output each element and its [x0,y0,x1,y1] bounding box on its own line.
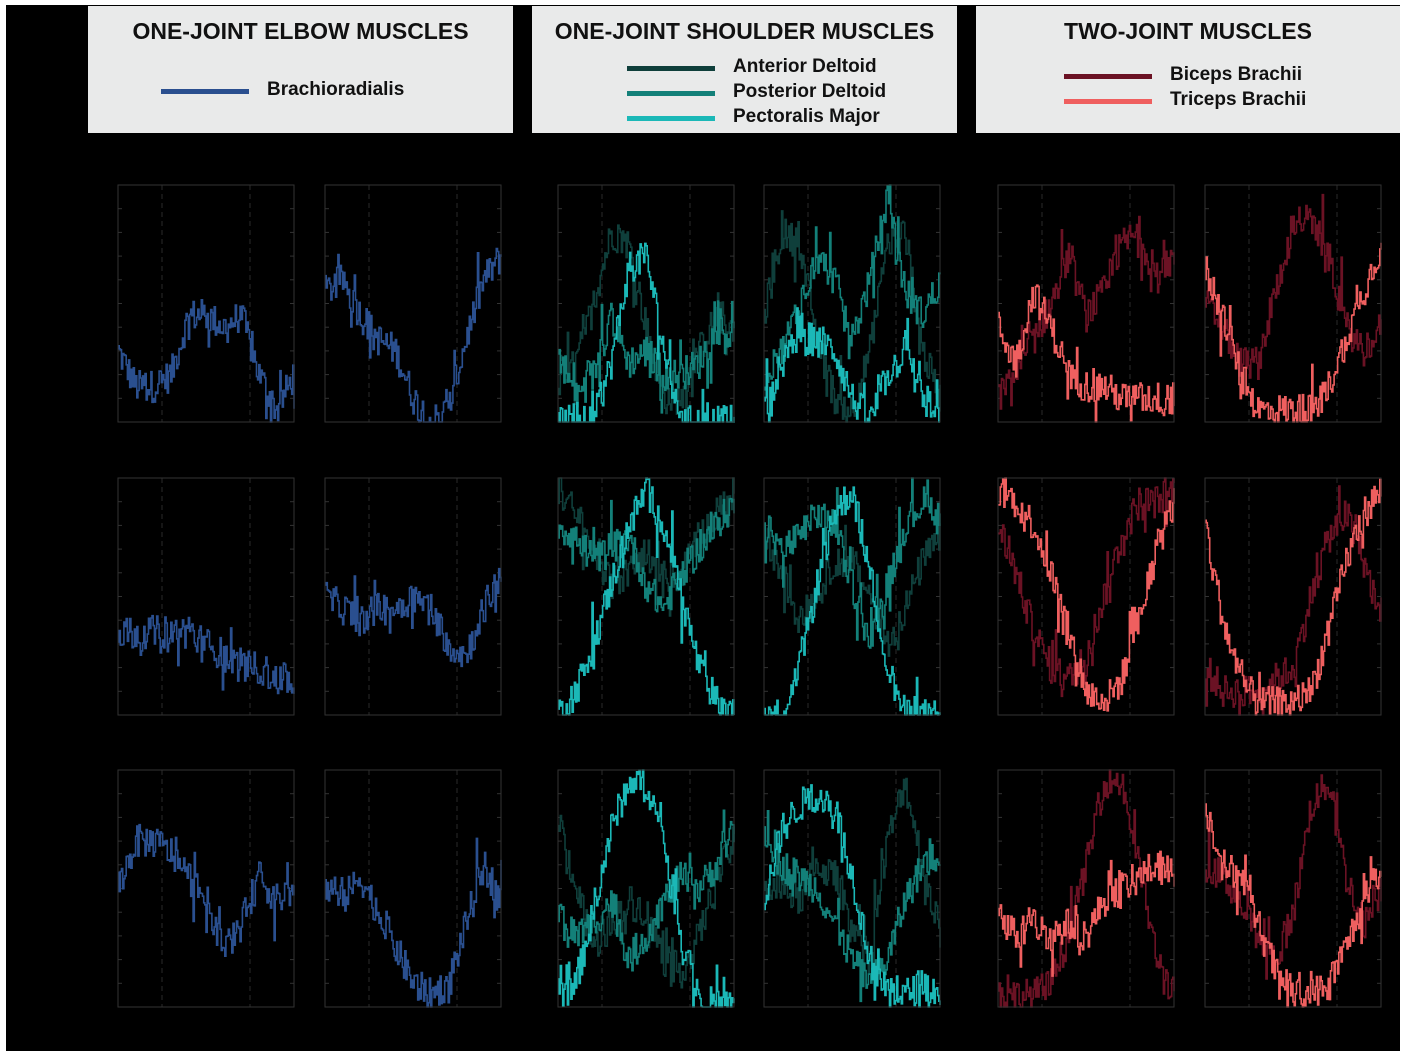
trace-brachioradialis [118,614,295,695]
axes-frame [324,769,502,1008]
trace-pectoralis-major [558,242,735,423]
panel-r1-c3 [557,184,735,423]
legend-title-elbow: ONE-JOINT ELBOW MUSCLES [132,18,469,44]
trace-pectoralis-major [558,769,735,1008]
panel-r1-c5 [997,184,1175,423]
legend-label-triceps-brachii: Triceps Brachii [1170,89,1307,110]
legend-swatch-triceps-brachii [1064,99,1152,104]
trace-biceps-brachii [1205,193,1382,381]
trace-biceps-brachii [1205,774,1382,980]
trace-pectoralis-major [764,784,941,1008]
small-multiples-grid [117,184,1382,1008]
trace-posterior-deltoid [764,809,941,1003]
axes-frame [557,477,735,716]
trace-triceps-brachii [998,850,1175,977]
axes-frame [763,769,941,1008]
legend-shoulder: ONE-JOINT SHOULDER MUSCLES Anterior Delt… [532,6,957,133]
axes-frame [763,477,941,716]
panel-r1-c6 [1204,184,1382,423]
panel-r2-c4 [763,477,941,716]
legend-title-twojoint: TWO-JOINT MUSCLES [1064,18,1312,44]
axes-frame [324,184,502,423]
trace-posterior-deltoid [558,497,735,613]
panel-r3-c2 [324,769,502,1008]
axes-frame [1204,477,1382,716]
axes-frame [557,184,735,423]
panel-r2-c2 [324,477,502,716]
legend-swatch-pectoralis-major [627,116,715,121]
trace-triceps-brachii [1205,242,1382,423]
legend-twojoint: TWO-JOINT MUSCLES Biceps Brachii Triceps… [976,6,1400,133]
axes-frame [1204,769,1382,1008]
panel-r3-c3 [557,769,735,1008]
trace-biceps-brachii [998,769,1175,1008]
legend-label-biceps-brachii: Biceps Brachii [1170,64,1302,85]
trace-brachioradialis [325,567,502,668]
panel-r3-c1 [117,769,295,1008]
axes-frame [117,184,295,423]
panel-r1-c4 [763,184,941,423]
panel-r2-c6 [1204,477,1382,716]
trace-brachioradialis [118,823,295,958]
axes-frame [557,769,735,1008]
panel-r2-c5 [997,477,1175,716]
figure: ONE-JOINT ELBOW MUSCLES Brachioradialis … [6,5,1400,1051]
panel-r1-c1 [117,184,295,423]
legend-label-pectoralis-major: Pectoralis Major [733,106,880,127]
panel-r2-c1 [117,477,295,716]
trace-brachioradialis [325,247,502,423]
trace-pectoralis-major [764,307,940,423]
trace-triceps-brachii [1205,803,1382,1008]
trace-posterior-deltoid [764,184,941,391]
trace-biceps-brachii [998,477,1175,698]
trace-posterior-deltoid [764,477,941,649]
legend-label-posterior-deltoid: Posterior Deltoid [733,81,887,102]
panel-r1-c2 [324,184,502,423]
trace-triceps-brachii [1205,478,1382,716]
trace-anterior-deltoid [764,502,941,657]
axes-frame [117,477,295,716]
legend-label-brachioradialis: Brachioradialis [267,79,405,100]
axes-frame [997,184,1175,423]
axes-frame [324,477,502,716]
trace-triceps-brachii [998,477,1175,712]
trace-posterior-deltoid [558,809,735,972]
legend-label-anterior-deltoid: Anterior Deltoid [733,56,877,77]
panel-r2-c3 [557,477,735,716]
panel-r3-c5 [997,769,1175,1008]
trace-posterior-deltoid [558,300,735,414]
trace-brachioradialis [325,837,502,1008]
trace-biceps-brachii [998,215,1175,410]
legend-swatch-biceps-brachii [1064,74,1152,79]
panel-r3-c6 [1204,769,1382,1008]
trace-triceps-brachii [998,284,1175,423]
legend-title-shoulder: ONE-JOINT SHOULDER MUSCLES [554,18,935,44]
legend-swatch-posterior-deltoid [627,91,715,96]
panel-r3-c4 [763,769,941,1008]
axes-frame [117,769,295,1008]
legend-swatch-brachioradialis [161,89,249,94]
axes-frame [763,184,941,423]
legend-elbow: ONE-JOINT ELBOW MUSCLES Brachioradialis [88,6,513,133]
axes-frame [1204,184,1382,423]
trace-biceps-brachii [1205,485,1382,716]
axes-frame [997,477,1175,716]
axes-frame [997,769,1175,1008]
trace-brachioradialis [118,298,295,423]
legend-swatch-anterior-deltoid [627,66,715,71]
